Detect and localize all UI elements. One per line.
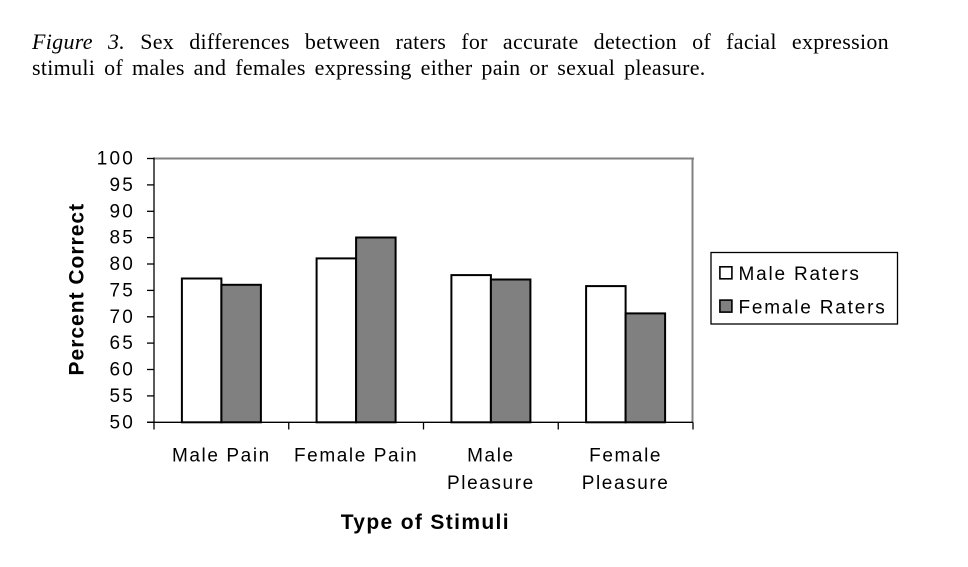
svg-text:70: 70: [109, 307, 135, 328]
svg-text:Percent Correct: Percent Correct: [66, 203, 89, 376]
svg-text:50: 50: [109, 412, 135, 433]
svg-text:Type of Stimuli: Type of Stimuli: [341, 511, 510, 534]
svg-text:Pleasure: Pleasure: [582, 473, 670, 494]
svg-text:90: 90: [109, 201, 135, 222]
svg-text:100: 100: [97, 149, 135, 170]
svg-text:95: 95: [109, 175, 135, 196]
svg-text:80: 80: [109, 254, 135, 275]
svg-text:60: 60: [109, 360, 135, 381]
svg-text:65: 65: [109, 333, 135, 354]
svg-text:Male Raters: Male Raters: [739, 264, 861, 285]
svg-text:Pleasure: Pleasure: [447, 473, 535, 494]
svg-text:Female: Female: [589, 445, 662, 466]
svg-text:Male Pain: Male Pain: [172, 445, 271, 466]
svg-text:Male: Male: [467, 445, 515, 466]
svg-text:85: 85: [109, 228, 135, 249]
svg-text:Female Pain: Female Pain: [294, 445, 418, 466]
svg-text:75: 75: [109, 280, 135, 301]
svg-text:55: 55: [109, 386, 135, 407]
svg-text:Female Raters: Female Raters: [739, 297, 887, 318]
